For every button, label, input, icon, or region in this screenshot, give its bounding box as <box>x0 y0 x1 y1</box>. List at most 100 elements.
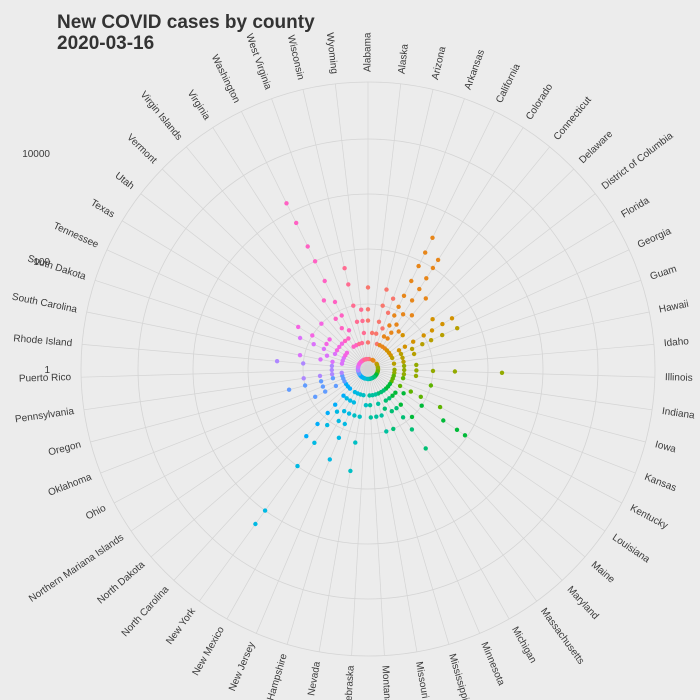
data-point <box>339 326 344 331</box>
data-point <box>455 326 460 331</box>
data-point <box>342 266 347 271</box>
state-label-new-york: New York <box>164 605 198 646</box>
grid-spoke <box>302 89 369 370</box>
grid-spoke <box>241 111 369 370</box>
state-label-minnesota: Minnesota <box>478 641 506 688</box>
grid-spoke <box>367 220 614 370</box>
grid-spoke <box>271 98 369 370</box>
data-point <box>329 372 335 377</box>
data-point <box>401 363 407 369</box>
data-point <box>454 427 460 432</box>
data-point <box>323 389 328 394</box>
data-point <box>401 293 407 298</box>
data-point <box>424 276 429 281</box>
data-point <box>333 316 338 321</box>
grid-spoke <box>367 98 465 370</box>
data-point <box>311 342 316 347</box>
data-point <box>440 321 445 327</box>
data-point <box>400 333 405 338</box>
data-point <box>379 413 384 418</box>
state-label-indiana: Indiana <box>661 406 695 422</box>
state-label-hawaii: Hawaii <box>658 299 690 316</box>
grid-spoke <box>140 193 369 370</box>
data-point <box>352 389 358 395</box>
data-point <box>419 403 424 408</box>
grid-spoke <box>367 368 636 474</box>
data-point <box>346 411 352 416</box>
data-point <box>330 376 336 381</box>
state-label-california: California <box>494 62 523 105</box>
data-point <box>346 336 351 341</box>
state-label-washington: Washington <box>209 53 242 105</box>
state-label-alabama: Alabama <box>363 32 374 72</box>
state-label-colorado: Colorado <box>524 82 555 122</box>
data-point <box>409 427 415 432</box>
data-point <box>396 348 402 353</box>
state-label-virginia: Virginia <box>185 88 212 122</box>
data-point <box>363 403 369 408</box>
data-point <box>320 384 326 389</box>
data-point <box>361 330 367 336</box>
data-point <box>380 303 385 308</box>
data-point <box>396 329 401 334</box>
data-point <box>411 351 417 357</box>
data-point <box>401 391 406 396</box>
grid-spoke <box>367 368 646 443</box>
data-point <box>325 422 330 428</box>
data-point <box>346 282 351 287</box>
data-point <box>423 250 428 255</box>
grid-spoke <box>81 368 369 378</box>
data-point <box>332 299 338 305</box>
data-point <box>400 355 405 360</box>
data-point <box>391 361 397 366</box>
data-point <box>409 313 415 318</box>
state-label-alaska: Alaska <box>397 43 411 75</box>
data-point <box>351 303 356 308</box>
data-point <box>365 318 371 323</box>
data-point <box>329 367 334 373</box>
data-point <box>352 413 357 418</box>
data-point <box>284 201 289 206</box>
data-point <box>398 402 403 407</box>
grid-spoke <box>367 368 481 634</box>
data-point <box>423 296 428 301</box>
data-point <box>357 414 362 419</box>
data-point <box>423 446 428 451</box>
data-point <box>382 406 387 411</box>
state-label-south-carolina: South Carolina <box>11 292 78 316</box>
data-point <box>390 393 395 398</box>
state-label-ohio: Ohio <box>84 503 108 523</box>
state-label-west-virginia: West Virginia <box>243 32 273 91</box>
grid-spoke <box>367 368 653 411</box>
data-point <box>401 359 406 364</box>
data-point <box>301 376 306 381</box>
data-point <box>339 370 344 375</box>
state-label-missouri: Missouri <box>413 661 430 700</box>
state-label-oregon: Oregon <box>47 439 82 458</box>
data-point <box>449 316 455 321</box>
data-point <box>390 296 396 301</box>
state-label-wisconsin: Wisconsin <box>285 34 306 81</box>
data-point <box>400 312 406 317</box>
data-point <box>301 361 306 366</box>
state-label-north-carolina: North Carolina <box>120 584 172 639</box>
state-label-new-hampshire: New Hampshire <box>259 652 290 700</box>
grid-spoke <box>367 168 575 370</box>
data-point <box>387 323 392 328</box>
data-point <box>310 333 315 338</box>
state-label-new-jersey: New Jersey <box>227 641 257 693</box>
grid-spoke <box>367 279 642 370</box>
data-point <box>371 358 376 363</box>
data-point <box>319 321 324 326</box>
data-point <box>337 344 342 350</box>
data-point <box>365 307 371 312</box>
data-point <box>359 307 364 312</box>
data-point <box>430 368 436 374</box>
data-point <box>351 400 357 405</box>
state-label-arizona: Arizona <box>430 45 448 81</box>
grid-spoke <box>82 344 369 370</box>
data-point <box>394 322 399 327</box>
data-points <box>253 201 505 527</box>
data-point <box>313 394 318 399</box>
